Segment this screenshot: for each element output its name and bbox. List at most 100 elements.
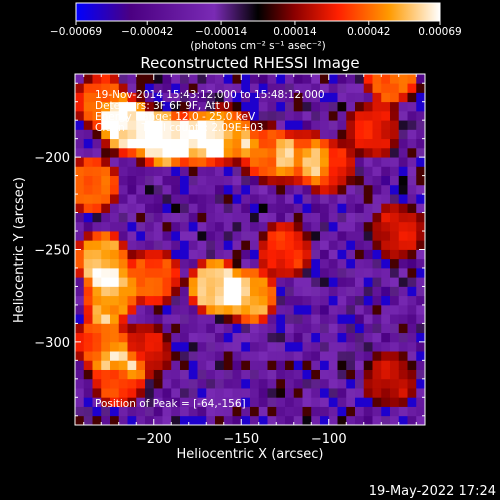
heatmap-cell (250, 203, 260, 213)
heatmap-cell (171, 120, 181, 130)
heatmap-cell (250, 240, 260, 250)
heatmap-cell (118, 166, 128, 177)
heatmap-cell (302, 166, 312, 177)
heatmap-cell (75, 157, 85, 167)
heatmap-cell (180, 157, 190, 167)
heatmap-cell (110, 221, 120, 232)
heatmap-cell (320, 138, 330, 149)
heatmap-cell (110, 194, 120, 204)
heatmap-cell (83, 415, 93, 425)
heatmap-cell (136, 203, 146, 213)
heatmap-cell (83, 120, 93, 130)
heatmap-cell (381, 360, 391, 370)
heatmap-cell (215, 314, 225, 324)
heatmap-cell (197, 110, 207, 121)
heatmap-cell (276, 249, 286, 260)
heatmap-cell (232, 388, 242, 398)
heatmap-cell (250, 295, 260, 306)
heatmap-cell (75, 92, 85, 103)
heatmap-cell (355, 406, 365, 417)
heatmap-cell (206, 175, 216, 186)
heatmap-cell (83, 360, 93, 370)
heatmap-cell (285, 295, 295, 306)
heatmap-cell (372, 314, 382, 324)
heatmap-cell (83, 166, 93, 177)
heatmap-cell (171, 323, 181, 334)
heatmap-cell (363, 267, 373, 278)
heatmap-cell (118, 175, 128, 186)
heatmap-cell (276, 406, 286, 417)
heatmap-cell (276, 212, 286, 223)
heatmap-cell (407, 221, 417, 232)
colorbar-tick-label: −0.00069 (50, 26, 102, 38)
heatmap-cell (320, 323, 330, 334)
x-axis: −200 −150 −100 (83, 74, 417, 447)
heatmap-cell (197, 203, 207, 213)
heatmap-cell (153, 295, 163, 306)
heatmap-cell (232, 267, 242, 278)
heatmap-cell (293, 249, 303, 260)
heatmap-cell (328, 323, 338, 334)
heatmap-cell (241, 388, 251, 398)
heatmap-cell (355, 295, 365, 306)
heatmap-cell (258, 295, 268, 306)
heatmap-cell (180, 277, 190, 287)
heatmap-cell (215, 231, 225, 241)
heatmap-cell (171, 295, 181, 306)
heatmap-cell (215, 267, 225, 278)
heatmap-cell (320, 184, 330, 195)
heatmap-cell (372, 120, 382, 130)
heatmap-cell (320, 332, 330, 343)
heatmap-cell (337, 277, 347, 287)
heatmap-cell (223, 221, 233, 232)
heatmap-cell (363, 397, 373, 407)
heatmap-cell (293, 120, 303, 130)
heatmap-cell (180, 120, 190, 130)
heatmap-cell (241, 323, 251, 334)
heatmap-cell (215, 120, 225, 130)
heatmap-cell (250, 74, 260, 84)
heatmap-cell (215, 406, 225, 417)
heatmap-cell (416, 314, 425, 324)
heatmap-cell (101, 351, 111, 361)
heatmap-cell (145, 166, 155, 177)
heatmap-cell (320, 101, 330, 112)
heatmap-cell (75, 388, 85, 398)
heatmap-cell (188, 231, 198, 241)
heatmap-cell (223, 194, 233, 204)
heatmap-cell (145, 397, 155, 407)
heatmap-cell (171, 258, 181, 269)
heatmap-cell (118, 203, 128, 213)
heatmap-cell (267, 221, 277, 232)
heatmap-cell (145, 138, 155, 149)
heatmap-cell (127, 120, 137, 130)
heatmap-cell (346, 194, 356, 204)
heatmap-cell (153, 369, 163, 380)
heatmap-cell (197, 138, 207, 149)
heatmap-cell (285, 323, 295, 334)
heatmap-cell (110, 138, 120, 149)
heatmap-cell (232, 101, 242, 112)
heatmap-cell (258, 138, 268, 149)
heatmap-cell (145, 323, 155, 334)
y-axis: −200−250−300 (34, 82, 425, 417)
heatmap-cell (136, 212, 146, 223)
heatmap-cell (416, 221, 425, 232)
heatmap-cell (223, 406, 233, 417)
heatmap-cell (223, 231, 233, 241)
heatmap-cell (363, 332, 373, 343)
heatmap-cell (250, 221, 260, 232)
heatmap-cell (302, 249, 312, 260)
heatmap-cell (136, 388, 146, 398)
heatmap-cell (381, 314, 391, 324)
heatmap-cell (407, 203, 417, 213)
heatmap-cell (83, 258, 93, 269)
heatmap-cell (372, 277, 382, 287)
heatmap-cell (241, 286, 251, 297)
heatmap-cell (372, 332, 382, 343)
heatmap-cell (337, 378, 347, 389)
heatmap-cell (346, 83, 356, 93)
heatmap-cell (416, 258, 425, 269)
heatmap-cell (267, 120, 277, 130)
heatmap-cell (92, 129, 102, 140)
